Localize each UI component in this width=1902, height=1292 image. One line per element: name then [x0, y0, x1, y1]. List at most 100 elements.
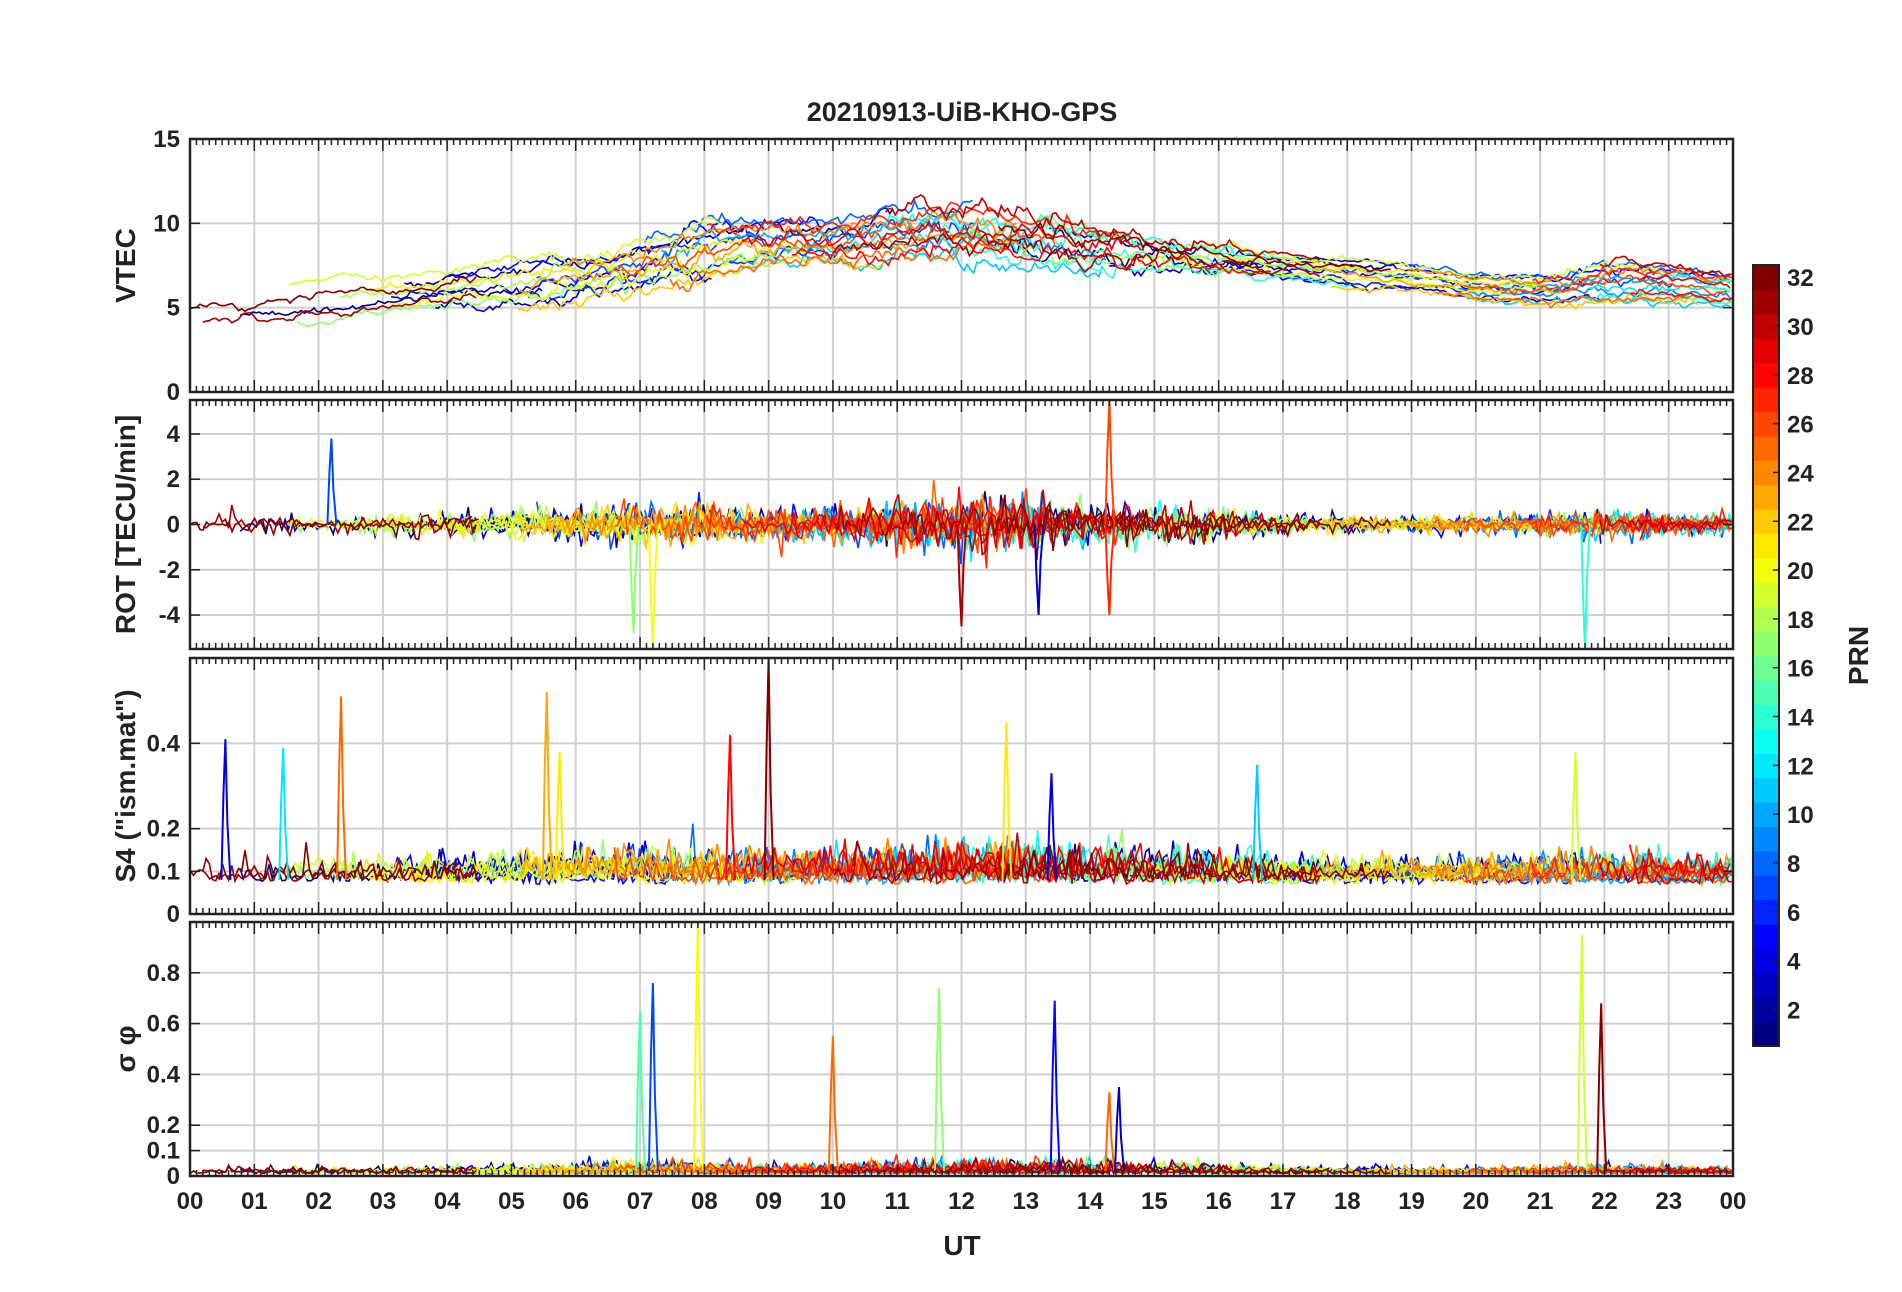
colorbar-tick-label: 20	[1787, 558, 1814, 585]
series-line-prn-30	[1599, 860, 1732, 886]
peak-line-prn-23	[541, 692, 553, 880]
series-line-prn-29	[1639, 514, 1730, 541]
y-tick-label: 15	[153, 126, 180, 153]
colorbar-swatch	[1753, 582, 1779, 608]
peak-line-prn-32	[763, 658, 775, 880]
series-line-prn-28	[1628, 509, 1733, 535]
x-tick-label: 04	[434, 1188, 461, 1215]
peak-line-prn-3	[1114, 1087, 1125, 1171]
series-line-prn-21	[366, 238, 744, 292]
y-axis-label-rot: ROT [TECU/min]	[110, 415, 141, 634]
colorbar-tick-label: 2	[1787, 997, 1800, 1024]
x-tick-label: 09	[755, 1188, 782, 1215]
series-line-prn-32	[190, 514, 477, 541]
x-tick-label: 14	[1077, 1188, 1104, 1215]
peak-line-prn-15	[635, 1010, 646, 1171]
colorbar-swatch	[1753, 387, 1779, 413]
series-line-prn-29	[1639, 274, 1731, 289]
colorbar-tick-label: 6	[1787, 900, 1800, 927]
series-line-prn-32	[190, 842, 478, 881]
colorbar-tick-label: 28	[1787, 363, 1814, 390]
colorbar-tick-label: 10	[1787, 802, 1814, 829]
colorbar-tick-label: 8	[1787, 851, 1800, 878]
series-line-prn-15	[1704, 286, 1731, 292]
colorbar-frame	[1752, 264, 1780, 1047]
y-tick-label: 0	[167, 379, 180, 406]
x-tick-label: 06	[562, 1188, 589, 1215]
series-line-prn-18	[1158, 247, 1559, 293]
peak-line-prn-25	[827, 1036, 839, 1171]
colorbar-swatch	[1753, 875, 1779, 901]
colorbar-swatch	[1753, 631, 1779, 657]
colorbar-swatch	[1753, 728, 1779, 754]
x-tick-label: 08	[691, 1188, 718, 1215]
peak-line-prn-25	[1104, 1092, 1116, 1171]
series-line-prn-10	[661, 212, 961, 264]
peak-line-prn-5	[1049, 1000, 1061, 1171]
x-tick-label: 12	[948, 1188, 975, 1215]
series-line-prn-31	[833, 841, 1320, 885]
peak-line-prn-19	[1570, 751, 1582, 880]
y-tick-label: 0.8	[147, 960, 180, 987]
y-tick-label: 0.1	[147, 858, 180, 885]
panel-traces	[190, 400, 1733, 649]
y-tick-label: 0.1	[147, 1138, 180, 1165]
y-tick-label: 0.2	[147, 1112, 180, 1139]
x-tick-label: 16	[1205, 1188, 1232, 1215]
series-line-prn-12	[1588, 282, 1731, 296]
series-line-prn-24	[562, 209, 1017, 267]
series-line-prn-22	[1331, 284, 1699, 311]
x-tick-label: 00	[1720, 1188, 1747, 1215]
series-line-prn-17	[296, 252, 777, 328]
series-line-prn-18	[339, 504, 634, 543]
colorbar-tick-label: 12	[1787, 753, 1814, 780]
peak-line-prn-14	[1580, 524, 1592, 649]
x-tick-label: 10	[820, 1188, 847, 1215]
series-line-prn-30	[1599, 1164, 1732, 1175]
colorbar-swatch	[1753, 435, 1779, 461]
colorbar-swatch	[1753, 679, 1779, 705]
peak-line-prn-4	[1046, 773, 1058, 880]
y-tick-label: 0.4	[147, 1061, 181, 1088]
y-axis-label-sigma_phi: σ φ	[110, 1026, 141, 1073]
series-line-prn-25	[669, 240, 1008, 293]
series-line-prn-31	[833, 232, 1321, 278]
x-tick-label: 22	[1591, 1188, 1618, 1215]
x-tick-label: 02	[305, 1188, 332, 1215]
panel-vtec: 0 5 10 15 VTEC	[110, 126, 1735, 406]
series-line-prn-32	[998, 1155, 1391, 1176]
peak-line-prn-3	[1033, 524, 1045, 616]
y-tick-label: 0	[167, 1163, 180, 1190]
series-line-prn-25	[1434, 856, 1732, 887]
colorbar-swatch	[1753, 338, 1779, 364]
panel-rot: -4 -2 0 2 4 ROT [TECU/min]	[110, 398, 1735, 651]
y-tick-label: 0	[167, 901, 180, 928]
series-line-prn-27	[706, 201, 1132, 242]
y-tick-label: 0.2	[147, 816, 180, 843]
series-line-prn-31	[202, 504, 477, 540]
colorbar-swatch	[1753, 1021, 1779, 1047]
x-tick-label: 11	[885, 1188, 910, 1215]
colorbar-swatch	[1753, 972, 1779, 998]
colorbar-tick-label: 24	[1787, 460, 1814, 487]
series-line-prn-20	[391, 241, 817, 308]
series-line-prn-32	[997, 845, 1392, 882]
x-tick-label: 05	[498, 1188, 525, 1215]
peak-line-prn-31	[956, 524, 968, 627]
series-line-prn-14	[964, 247, 1352, 288]
series-line-prn-27	[1532, 264, 1732, 285]
y-axis-label-s4: S4 ("ism.mat")	[110, 689, 141, 882]
colorbar-swatch	[1753, 777, 1779, 803]
colorbar-tick-label: 30	[1787, 314, 1814, 341]
x-tick-label: 21	[1527, 1188, 1554, 1215]
y-tick-label: 5	[167, 295, 180, 322]
peak-line-prn-7	[326, 438, 338, 525]
colorbar-tick-label: 22	[1787, 509, 1814, 536]
series-line-prn-24	[1407, 266, 1730, 288]
y-tick-label: 4	[167, 421, 181, 448]
peak-line-prn-20	[692, 922, 704, 1171]
series-line-prn-15	[924, 223, 1328, 272]
series-line-prn-19	[1203, 510, 1658, 543]
